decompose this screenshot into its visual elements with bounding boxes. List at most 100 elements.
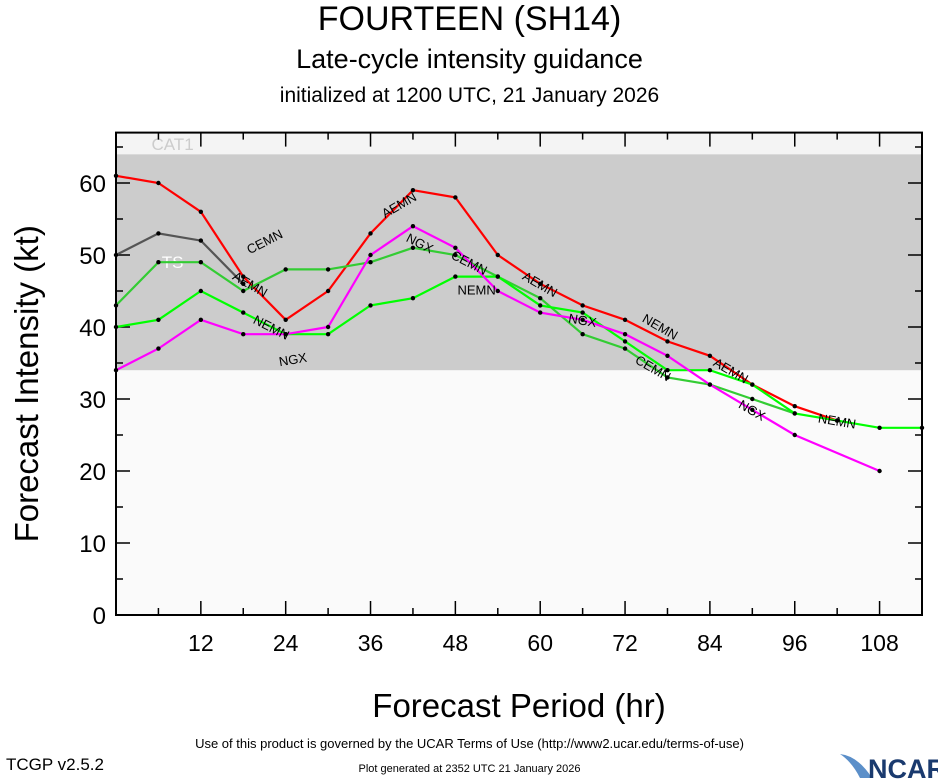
initialization-time: initialized at 1200 UTC, 21 January 2026 xyxy=(279,84,660,107)
data-point xyxy=(538,310,543,315)
data-point xyxy=(750,396,755,402)
series-line-ngx xyxy=(115,224,881,473)
data-point xyxy=(792,432,797,438)
chart-subtitle: Late-cycle intensity guidance xyxy=(296,44,643,74)
data-point xyxy=(622,346,628,351)
line-label: NEMN xyxy=(457,283,495,298)
data-point xyxy=(283,267,288,272)
data-point xyxy=(877,468,882,474)
data-point xyxy=(113,252,119,258)
data-point xyxy=(241,274,246,279)
band-label: CAT1 xyxy=(151,135,193,154)
data-point xyxy=(707,382,713,387)
data-point xyxy=(580,310,585,315)
data-point xyxy=(622,332,628,337)
data-point xyxy=(241,281,246,286)
y-tick-label: 10 xyxy=(79,531,106,558)
data-point xyxy=(792,411,797,416)
data-point xyxy=(198,238,204,243)
data-point xyxy=(325,267,331,272)
data-point xyxy=(665,368,670,373)
data-point xyxy=(241,332,246,337)
y-axis-label: Forecast Intensity (kt) xyxy=(8,225,45,542)
data-point xyxy=(580,303,585,308)
data-point xyxy=(792,404,797,409)
plot-frame xyxy=(115,131,923,616)
data-point xyxy=(156,231,161,236)
data-point xyxy=(538,281,543,286)
generated-time: Plot generated at 2352 UTC 21 January 20… xyxy=(358,763,581,775)
data-point xyxy=(622,339,628,344)
data-point xyxy=(453,245,458,250)
x-tick-label: 108 xyxy=(860,630,898,656)
x-tick-label: 96 xyxy=(782,630,808,656)
data-point xyxy=(325,324,331,330)
data-point xyxy=(241,288,246,294)
series-line-aemn xyxy=(115,174,838,422)
series-line-unnamed xyxy=(115,232,245,285)
data-point xyxy=(113,324,119,330)
data-point xyxy=(198,317,204,322)
data-point xyxy=(198,260,204,265)
line-label: NEMN xyxy=(817,411,857,432)
data-point xyxy=(283,317,288,322)
svg-text:NCAR: NCAR xyxy=(868,754,938,780)
y-tick-label: 60 xyxy=(79,171,106,198)
data-point xyxy=(113,303,119,308)
data-point xyxy=(325,332,331,337)
data-point xyxy=(580,332,585,337)
data-point xyxy=(707,368,713,373)
data-point xyxy=(750,382,755,387)
data-point xyxy=(665,339,670,344)
data-point xyxy=(750,407,755,412)
y-tick-label: 40 xyxy=(79,315,106,342)
data-point xyxy=(410,245,416,250)
data-point xyxy=(495,274,500,279)
data-point xyxy=(325,288,331,294)
data-point xyxy=(283,332,288,337)
x-axis-label: Forecast Period (hr) xyxy=(372,687,665,724)
x-tick-label: 48 xyxy=(443,630,469,656)
line-label: NGX xyxy=(567,311,598,331)
data-point xyxy=(241,310,246,315)
chart-title: FOURTEEN (SH14) xyxy=(317,0,622,38)
x-tick-label: 12 xyxy=(188,630,214,656)
data-point xyxy=(919,425,925,430)
data-point xyxy=(198,209,204,214)
data-point xyxy=(156,260,161,265)
x-tick-label: 36 xyxy=(358,630,384,656)
data-point xyxy=(580,317,585,322)
data-point xyxy=(495,288,500,294)
x-tick-label: 60 xyxy=(527,630,553,656)
data-point xyxy=(538,303,543,308)
data-point xyxy=(665,353,670,358)
data-point xyxy=(368,252,373,258)
data-point xyxy=(113,173,119,178)
y-tick-label: 50 xyxy=(79,243,106,270)
series-line-nemn xyxy=(115,275,922,429)
data-point xyxy=(538,296,543,301)
ncar-logo: NCAR xyxy=(840,754,938,780)
data-point xyxy=(495,252,500,258)
x-tick-label: 84 xyxy=(697,630,723,656)
data-point xyxy=(410,296,416,301)
y-tick-label: 30 xyxy=(79,387,106,414)
band-ts xyxy=(116,154,922,371)
y-tick-label: 20 xyxy=(79,459,106,486)
data-point xyxy=(707,353,713,358)
data-point xyxy=(410,188,416,193)
data-point xyxy=(368,260,373,265)
data-point xyxy=(410,224,416,229)
data-point xyxy=(665,375,670,380)
x-tick-label: 72 xyxy=(612,630,638,656)
data-point xyxy=(622,317,628,322)
band-cat1 xyxy=(116,132,922,155)
data-point xyxy=(156,346,161,351)
data-point xyxy=(198,288,204,294)
data-point xyxy=(113,368,119,373)
terms-of-use: Use of this product is governed by the U… xyxy=(195,736,744,751)
data-point xyxy=(453,274,458,279)
data-point xyxy=(453,195,458,200)
x-tick-label: 24 xyxy=(273,630,299,656)
